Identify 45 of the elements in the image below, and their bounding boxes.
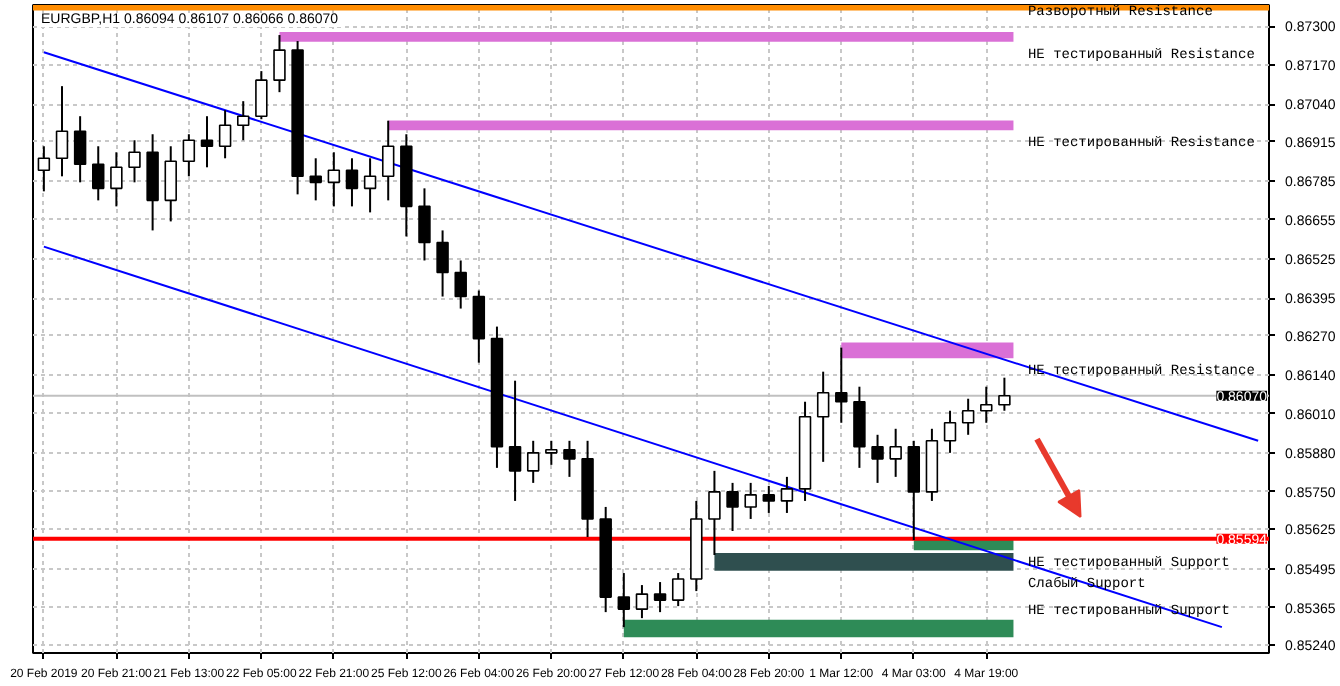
candlestick: [182, 133, 196, 178]
candlestick: [381, 119, 395, 202]
candlestick: [164, 145, 177, 223]
candlestick: [436, 229, 449, 298]
candlestick: [744, 481, 757, 520]
candlestick: [816, 370, 830, 463]
candlestick: [363, 157, 377, 214]
candlestick: [92, 145, 105, 202]
candlestick: [37, 145, 51, 193]
candlestick: [73, 115, 87, 184]
candlestick: [218, 109, 232, 160]
candlestick: [309, 157, 322, 202]
candlestick: [526, 439, 540, 484]
candlestick: [345, 157, 359, 208]
candlestick: [653, 581, 667, 614]
candlestick: [889, 427, 902, 478]
candlestick: [454, 259, 467, 310]
candlestick: [853, 385, 866, 469]
candlestick: [545, 439, 558, 466]
candlestick: [236, 100, 250, 142]
candlestick: [762, 484, 776, 514]
candlestick: [671, 572, 685, 608]
candlestick: [255, 70, 268, 121]
candlestick: [998, 376, 1011, 412]
candlestick: [418, 187, 431, 262]
candlestick: [110, 151, 123, 208]
candlestick: [943, 409, 957, 454]
candlestick: [273, 34, 286, 94]
candlestick: [708, 469, 721, 557]
candlestick: [327, 151, 341, 208]
candlestick: [200, 115, 214, 169]
candlestick: [780, 475, 794, 514]
candlestick: [980, 385, 993, 424]
candlestick: [55, 85, 69, 178]
candlestick: [508, 379, 522, 502]
candlestick: [563, 439, 576, 478]
candlestick: [726, 481, 739, 532]
candlestick: [961, 397, 975, 436]
candlestick: [835, 346, 848, 424]
candlestick: [617, 572, 631, 629]
candlestick: [128, 139, 141, 184]
candlestick: [472, 289, 486, 364]
candlestick: [871, 433, 884, 484]
candlestick: [907, 439, 921, 541]
candlestick: [635, 584, 649, 620]
